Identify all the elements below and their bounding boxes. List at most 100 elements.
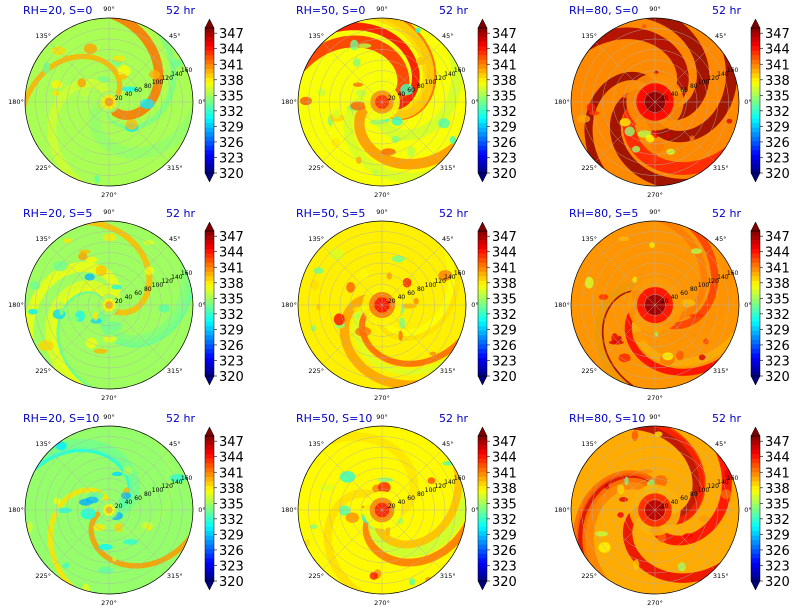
colorbar-segment <box>205 485 214 491</box>
colorbar-extend-min <box>204 580 215 591</box>
colorbar-segment <box>478 317 487 323</box>
colorbar-segment <box>478 100 487 106</box>
radial-label: 140 <box>444 71 456 78</box>
polar-plot: 0°45°90°135°180°225°270°315°204060801001… <box>554 413 790 607</box>
colorbar-segment <box>205 235 214 241</box>
panel-title-right: 52 hr <box>166 412 195 425</box>
colorbar-tick-label: 323 <box>219 151 244 166</box>
colorbar-segment <box>751 335 760 341</box>
field-patch <box>317 88 326 97</box>
colorbar-tick-label: 341 <box>219 261 244 276</box>
radial-label: 40 <box>671 499 679 506</box>
colorbar-tick-label: 344 <box>765 43 790 58</box>
field-patch <box>120 492 132 500</box>
colorbar-segment <box>205 55 214 61</box>
spiral-band <box>88 97 193 159</box>
colorbar-segment <box>478 235 487 241</box>
field-patch <box>79 498 93 506</box>
colorbar-segment <box>205 145 214 151</box>
azimuth-label: 315° <box>440 367 456 375</box>
colorbar-segment <box>751 481 760 487</box>
colorbar-segment <box>478 68 487 74</box>
colorbar-segment <box>751 46 760 52</box>
colorbar-segment <box>478 535 487 541</box>
colorbar-segment <box>205 490 214 496</box>
colorbar-segment <box>205 362 214 368</box>
field-patch <box>98 543 113 551</box>
field-patch <box>183 516 193 528</box>
colorbar-segment <box>478 308 487 313</box>
azimuth-label: 135° <box>35 440 51 448</box>
colorbar-tick-label: 338 <box>219 277 244 292</box>
radial-label: 120 <box>434 483 446 490</box>
azimuth-label: 90° <box>376 208 388 216</box>
panel-title-right: 52 hr <box>439 4 468 17</box>
colorbar-frame <box>204 435 215 582</box>
colorbar-tick-label: 320 <box>492 167 517 182</box>
colorbar-segment <box>205 371 214 377</box>
colorbar-segment <box>751 127 760 133</box>
colorbar-segment <box>205 86 214 92</box>
colorbar-segment <box>205 50 214 56</box>
colorbar-segment <box>751 154 760 160</box>
colorbar-segment <box>751 357 760 363</box>
colorbar-segment <box>751 32 760 38</box>
field-patch <box>619 118 631 127</box>
colorbar-segment <box>478 91 487 97</box>
grid-spoke <box>381 450 442 511</box>
grid-spoke <box>49 509 110 570</box>
colorbar-segment <box>205 298 214 304</box>
colorbar-segment <box>478 549 487 555</box>
colorbar-segment <box>478 145 487 151</box>
colorbar-segment <box>751 280 760 286</box>
grid-spoke <box>322 101 383 162</box>
polar-grid <box>297 425 467 595</box>
field-patch <box>649 242 656 249</box>
colorbar-tick-label: 320 <box>219 370 244 385</box>
field-patch <box>624 126 635 137</box>
field-patch <box>618 353 631 363</box>
field-patch <box>633 559 640 570</box>
colorbar-segment <box>751 235 760 241</box>
panel-title-right: 52 hr <box>712 412 741 425</box>
colorbar-segment <box>478 262 487 268</box>
colorbar-segment <box>478 163 487 169</box>
azimuth-label: 270° <box>101 599 117 607</box>
colorbar-tick-label: 326 <box>765 339 790 354</box>
colorbar-segment <box>478 154 487 160</box>
colorbar-segment <box>751 562 760 568</box>
colorbar-segment <box>205 535 214 541</box>
colorbar-segment <box>751 59 760 65</box>
colorbar-extend-max <box>204 221 215 232</box>
colorbar-tick-label: 320 <box>219 167 244 182</box>
grid-spoke <box>595 304 656 365</box>
azimuth-label: 270° <box>101 191 117 199</box>
field-patch <box>333 313 345 326</box>
colorbar-tick-label: 338 <box>492 482 517 497</box>
colorbar-tick-label: 335 <box>492 497 517 512</box>
field-patch <box>140 98 155 110</box>
field-patch <box>83 43 98 55</box>
colorbar-segment <box>751 276 760 282</box>
colorbar-tick-label: 341 <box>765 261 790 276</box>
colorbar-segment <box>205 105 214 110</box>
spiral-band <box>374 246 461 342</box>
field-patch <box>616 484 625 495</box>
colorbar-segment <box>478 298 487 304</box>
colorbar-segment <box>478 330 487 336</box>
colorbar-segment <box>478 571 487 577</box>
colorbar-segment <box>205 163 214 169</box>
field-patch <box>122 86 137 92</box>
colorbar-tick-label: 326 <box>492 339 517 354</box>
azimuth-label: 0° <box>744 301 751 309</box>
colorbar-segment <box>751 141 760 147</box>
colorbar-segment <box>205 576 214 582</box>
field-patch <box>631 430 639 441</box>
colorbar-segment <box>751 513 760 518</box>
colorbar-tick-label: 335 <box>765 89 790 104</box>
panel-7: RH=20, S=10 52 hr 0° 45° 90° 135° 180° 225° 270°… <box>0 408 246 612</box>
field-patch <box>438 270 453 281</box>
colorbar-segment <box>751 105 760 110</box>
colorbar-tick-label: 320 <box>765 167 790 182</box>
